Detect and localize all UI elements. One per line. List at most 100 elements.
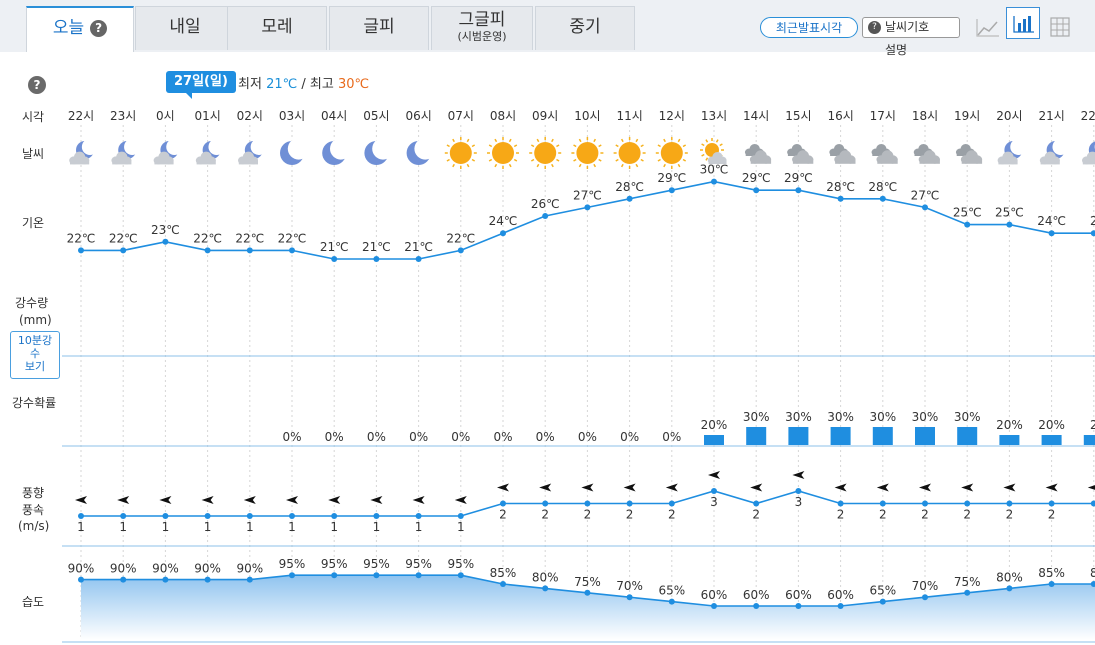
minmax-sep: / xyxy=(301,77,306,92)
partly-cloudy-night-icon xyxy=(195,138,225,165)
cloud-part xyxy=(998,159,1018,165)
wind-direction-arrow xyxy=(328,496,341,504)
moon-part xyxy=(287,138,310,160)
tab-today[interactable]: 오늘? xyxy=(26,6,134,52)
wind-speed-label: 2 xyxy=(668,508,676,522)
cloud-part xyxy=(877,158,898,164)
moon-part xyxy=(1010,138,1027,155)
humidity-label: 90% xyxy=(236,562,263,576)
sun-ray xyxy=(452,138,455,143)
tab-day-after[interactable]: 모레 xyxy=(227,6,327,50)
tab-four-days[interactable]: 그글피 (시범운영) xyxy=(431,6,533,50)
sun-ray xyxy=(701,143,705,147)
hour-label: 11시 xyxy=(616,109,642,123)
temperature-label: 22℃ xyxy=(109,231,138,245)
humidity-label: 95% xyxy=(363,557,390,571)
sun-ray xyxy=(551,163,554,168)
temperature-point xyxy=(1090,230,1095,237)
sun-ray xyxy=(471,158,476,162)
precip-prob-label: 0% xyxy=(282,430,301,444)
sun-part xyxy=(576,142,599,164)
tab-midterm[interactable]: 중기 xyxy=(535,6,635,50)
wind-speed-label: 2 xyxy=(1006,508,1014,522)
cloud-part xyxy=(919,158,940,164)
wind-speed-label: 1 xyxy=(288,520,296,534)
sun-ray xyxy=(635,138,639,143)
humidity-label: 80% xyxy=(996,570,1023,584)
temperature-point xyxy=(500,230,506,237)
humidity-point xyxy=(668,598,675,605)
hour-label: 21시 xyxy=(1038,109,1064,123)
moon-part xyxy=(414,138,436,160)
sun-ray xyxy=(663,138,666,143)
line-chart-view-button[interactable] xyxy=(971,11,1005,43)
cloud-part xyxy=(792,158,814,164)
weather-symbol-label: 날씨기호 xyxy=(885,20,930,34)
humidity-point xyxy=(1048,581,1055,587)
humidity-line xyxy=(81,574,1095,607)
sun-ray xyxy=(508,163,512,168)
bar-chart-icon xyxy=(1013,16,1034,33)
tab-three-days[interactable]: 글피 xyxy=(329,6,429,50)
weather-symbol-button[interactable]: ? 날씨기호 xyxy=(862,17,960,38)
wind-direction-arrow xyxy=(834,483,847,492)
precip-prob-bar xyxy=(915,427,935,445)
hour-label: 08시 xyxy=(490,109,516,123)
sun-ray xyxy=(615,158,619,162)
wind-speed-label: 2 xyxy=(879,508,887,522)
sun-ray xyxy=(556,144,560,148)
date-badge: 27일(일) xyxy=(166,71,236,99)
tab-tomorrow[interactable]: 내일 xyxy=(135,6,235,50)
temperature-point xyxy=(668,187,675,194)
precip-prob-label: 30% xyxy=(785,410,812,424)
row-label-wind: 풍향 xyxy=(22,486,45,500)
precip-prob-bar xyxy=(999,435,1020,445)
wind-point xyxy=(626,500,633,507)
sun-ray xyxy=(446,158,450,162)
hour-label: 10시 xyxy=(574,109,600,123)
sun-ray xyxy=(488,144,493,148)
sun-ray xyxy=(466,163,470,168)
wind-point xyxy=(1006,500,1013,507)
sun-ray xyxy=(719,143,723,147)
row-label-weather: 날씨 xyxy=(22,147,45,161)
cloud-part xyxy=(196,159,216,165)
wind-direction-arrow xyxy=(1045,483,1058,492)
question-icon: ? xyxy=(868,21,881,34)
moon-icon xyxy=(322,138,352,165)
sun-ray xyxy=(682,158,687,162)
sun-ray xyxy=(536,163,540,168)
temperature-point xyxy=(78,247,84,254)
temperature-label: 29℃ xyxy=(784,171,813,185)
ten-minute-precip-button[interactable]: 10분강 수 보기 xyxy=(10,331,60,379)
bar-chart-view-button[interactable] xyxy=(1006,7,1040,39)
partly-cloudy-day-icon xyxy=(700,138,727,164)
precip-prob-label: 0% xyxy=(536,430,555,444)
partly-cloudy-night-icon xyxy=(69,138,99,165)
wind-point xyxy=(668,500,675,507)
wind-speed-label: 1 xyxy=(373,520,381,534)
sun-ray xyxy=(598,158,602,162)
sun-ray xyxy=(657,158,661,162)
cloud-part xyxy=(914,151,933,156)
temperature-point xyxy=(879,195,886,202)
cloud-part xyxy=(835,158,856,164)
chart-help-icon[interactable]: ? xyxy=(28,76,46,94)
wind-direction-arrow xyxy=(75,496,87,504)
table-view-button[interactable] xyxy=(1043,11,1077,43)
wind-direction-arrow xyxy=(1003,483,1016,492)
precip-prob-bar xyxy=(872,427,893,445)
temperature-point xyxy=(289,247,295,254)
wind-point xyxy=(922,500,928,507)
temperature-label: 22℃ xyxy=(193,231,222,245)
humidity-point xyxy=(331,572,338,579)
humidity-point xyxy=(204,576,211,583)
row-label-wind-unit: (m/s) xyxy=(18,519,50,533)
sun-ray xyxy=(536,138,540,143)
help-icon[interactable]: ? xyxy=(90,19,108,37)
temperature-label: 28℃ xyxy=(868,180,897,194)
cloudy-icon xyxy=(913,144,940,164)
humidity-point xyxy=(120,576,127,583)
humidity-label: 60% xyxy=(701,588,728,602)
recent-release-button[interactable]: 최근발표시각 xyxy=(760,17,858,38)
